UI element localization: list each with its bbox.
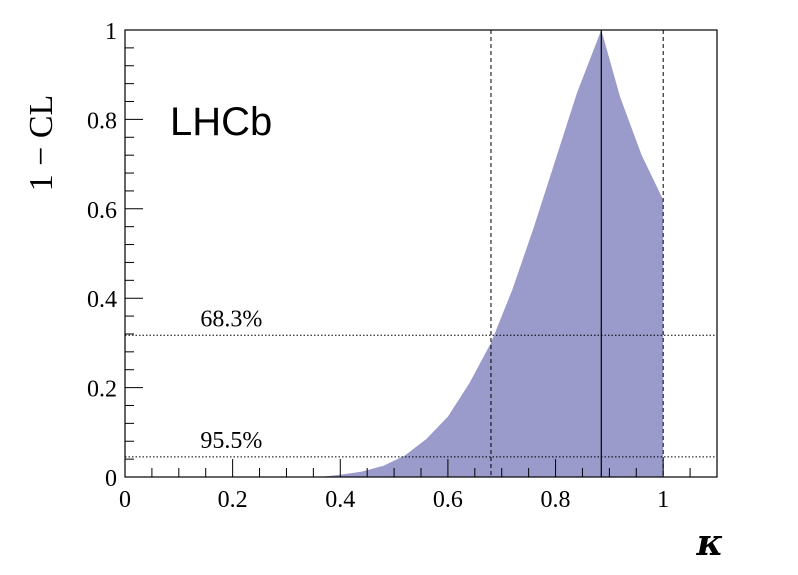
- experiment-label: LHCb: [170, 100, 272, 144]
- axis-ticks: [124, 29, 718, 478]
- interval-lines: [490, 30, 664, 477]
- x-tick-label-1: 0.2: [218, 487, 248, 513]
- y-axis-title: 1 − CL: [23, 95, 60, 192]
- cl-label-0: 68.3%: [200, 306, 262, 332]
- y-tick-label-5: 1: [105, 19, 117, 45]
- x-tick-label-3: 0.6: [433, 487, 463, 513]
- cl-reference-lines: [125, 334, 717, 458]
- axis-tick-labels: 0 0.2 0.4 0.6 0.8 1 0 0.2 0.4 0.6 0.8 1: [87, 19, 669, 513]
- y-tick-label-2: 0.4: [87, 287, 117, 313]
- x-tick-label-2: 0.4: [325, 487, 355, 513]
- y-tick-label-4: 0.8: [87, 108, 117, 134]
- y-tick-label-3: 0.6: [87, 198, 117, 224]
- cl-scan-area: [318, 30, 664, 477]
- x-tick-label-5: 1: [657, 487, 669, 513]
- cl-labels: 68.3% 95.5%: [200, 306, 262, 454]
- cl-label-1: 95.5%: [200, 428, 262, 454]
- y-tick-label-0: 0: [105, 466, 117, 492]
- y-tick-label-1: 0.2: [87, 377, 117, 403]
- x-axis-title: κ: [696, 522, 724, 564]
- x-tick-label-0: 0: [119, 487, 131, 513]
- x-tick-label-4: 0.8: [541, 487, 571, 513]
